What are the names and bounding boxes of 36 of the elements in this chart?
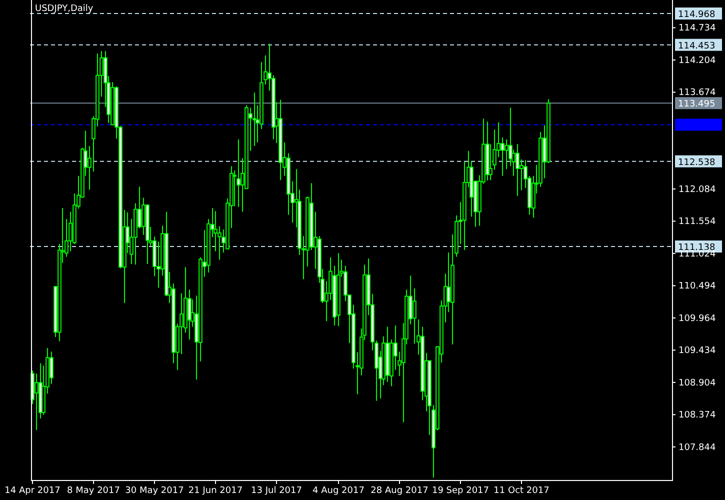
chart-title: USDJPY,Daily: [35, 4, 94, 14]
candlestick: [252, 92, 256, 147]
candlestick: [236, 138, 240, 208]
x-tick-label: 8 May 2017: [67, 486, 120, 496]
ref-line-label: 112.538: [678, 158, 716, 168]
y-tick-label: 112.084: [678, 184, 716, 195]
x-tick-label: 13 Jul 2017: [251, 486, 302, 496]
candlestick: [188, 289, 192, 340]
candlestick: [50, 351, 54, 384]
y-tick-label: 113.674: [678, 88, 716, 98]
y-tick-label: 114.734: [678, 24, 716, 34]
y-tick-label: 107.844: [678, 442, 716, 453]
x-tick-label: 30 May 2017: [125, 486, 184, 496]
y-tick-label: 109.434: [678, 346, 716, 356]
candlestick: [34, 373, 38, 431]
y-tick-label: 108.904: [678, 378, 716, 388]
x-tick-label: 21 Jun 2017: [188, 486, 243, 496]
y-tick-label: 109.964: [678, 314, 716, 324]
x-tick-label: 4 Aug 2017: [312, 486, 364, 496]
y-tick-label: 114.204: [678, 56, 716, 66]
y-tick-label: 111.024: [678, 249, 716, 260]
candlestick: [500, 136, 504, 176]
candlestick: [412, 288, 416, 344]
y-tick-label: 110.494: [678, 282, 716, 292]
candlestick: [446, 252, 450, 313]
y-tick-label: 108.374: [678, 410, 716, 421]
candlestick: [504, 138, 508, 170]
x-tick-label: 28 Aug 2017: [370, 486, 428, 496]
x-tick-label: 14 Apr 2017: [4, 486, 60, 496]
y-tick-label: 111.554: [678, 217, 716, 228]
x-tick-label: 19 Sep 2017: [432, 486, 490, 496]
ref-line-label: 114.453: [678, 41, 716, 52]
x-tick-label: 11 Oct 2017: [494, 486, 550, 496]
ref-line-label: 114.968: [678, 10, 716, 20]
ref-line-label: 113.495: [678, 100, 716, 110]
candlestick: [516, 144, 520, 196]
